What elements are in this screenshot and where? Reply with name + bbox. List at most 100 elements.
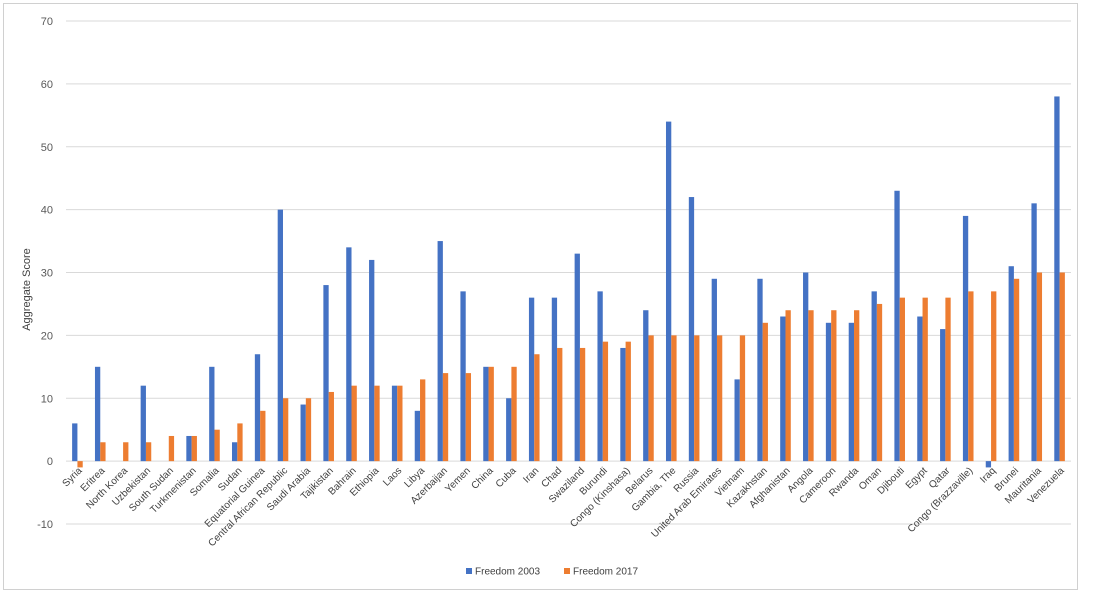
bar [876, 303, 883, 462]
legend-swatch [466, 568, 472, 574]
bar [123, 442, 129, 462]
x-category-label: Yemen [443, 465, 473, 495]
bar [1013, 278, 1020, 462]
bar [871, 291, 877, 462]
y-tick-label: -10 [37, 519, 53, 531]
y-axis-title: Aggregate Score [21, 248, 33, 331]
bar [557, 347, 563, 462]
legend-swatch [564, 568, 570, 574]
bar [940, 329, 946, 462]
bar [282, 398, 289, 462]
bar [145, 442, 152, 462]
bar [597, 291, 603, 462]
bar [579, 347, 586, 462]
bar [186, 435, 192, 462]
bar [780, 316, 786, 462]
bar [254, 354, 261, 462]
bar [100, 442, 106, 462]
bar [734, 379, 740, 462]
legend-label: Freedom 2017 [573, 567, 638, 578]
bar [1036, 272, 1043, 462]
bar [442, 373, 449, 462]
bar [643, 310, 649, 462]
bar [305, 398, 312, 462]
bar [437, 241, 443, 462]
y-tick-label: 10 [41, 393, 53, 405]
bar [209, 366, 215, 462]
bar [688, 197, 695, 462]
bar [369, 259, 375, 462]
bar [1054, 96, 1060, 462]
bar [534, 354, 540, 462]
bar [168, 435, 175, 462]
legend-label: Freedom 2003 [475, 567, 540, 578]
bar [237, 423, 243, 462]
bar [323, 285, 329, 462]
bar [808, 310, 814, 462]
bar [694, 335, 700, 462]
bar [711, 278, 717, 462]
bar [374, 385, 380, 462]
bar [899, 297, 905, 462]
bar [72, 423, 78, 462]
bar [465, 373, 472, 462]
bar [483, 366, 489, 462]
bar [77, 461, 83, 468]
bar [648, 335, 654, 462]
bar [511, 366, 517, 462]
y-tick-label: 0 [47, 456, 53, 468]
bar [260, 410, 266, 462]
y-tick-label: 40 [41, 205, 53, 217]
bar [1008, 266, 1014, 462]
y-tick-label: 70 [41, 16, 53, 28]
bar [214, 429, 220, 462]
bar [351, 385, 357, 462]
bar [968, 291, 974, 462]
x-category-label: Egypt [904, 465, 930, 491]
y-axis-ticks: -10 0 10 20 30 40 50 60 70 [37, 16, 53, 531]
y-tick-label: 20 [41, 330, 53, 342]
bar [277, 209, 283, 462]
bar [922, 297, 928, 462]
bar [506, 398, 512, 462]
bar [785, 310, 791, 462]
bar [488, 366, 494, 462]
bar [232, 442, 238, 462]
bar [854, 310, 860, 462]
bar [397, 385, 403, 462]
bar [460, 291, 466, 462]
legend: Freedom 2003 Freedom 2017 [466, 567, 638, 578]
bar [528, 297, 535, 462]
bar [346, 247, 352, 462]
chart-frame: -10 0 10 20 30 40 50 60 70 Syria Eritrea North Kor… [3, 3, 1078, 590]
bar [1059, 272, 1065, 462]
bar [300, 404, 306, 462]
bar [945, 297, 951, 462]
bar [191, 435, 197, 462]
bar [848, 322, 855, 462]
bar [140, 385, 146, 462]
bar [328, 391, 334, 462]
bar [985, 461, 992, 468]
y-tick-label: 60 [41, 79, 53, 91]
bar [574, 253, 580, 462]
bar [962, 215, 969, 462]
bar [94, 366, 101, 462]
bar [991, 291, 997, 462]
bar [803, 272, 809, 462]
bar [391, 385, 398, 462]
bar [420, 379, 426, 462]
bar [620, 347, 626, 462]
bar [414, 410, 421, 462]
x-category-label: Laos [381, 465, 404, 488]
y-tick-label: 30 [41, 268, 53, 280]
x-category-label: China [469, 465, 496, 492]
bar [762, 322, 768, 462]
x-category-label: Cuba [494, 465, 519, 490]
bar [671, 335, 677, 462]
bar [625, 341, 631, 462]
bar [716, 335, 723, 462]
bars [72, 96, 1065, 468]
